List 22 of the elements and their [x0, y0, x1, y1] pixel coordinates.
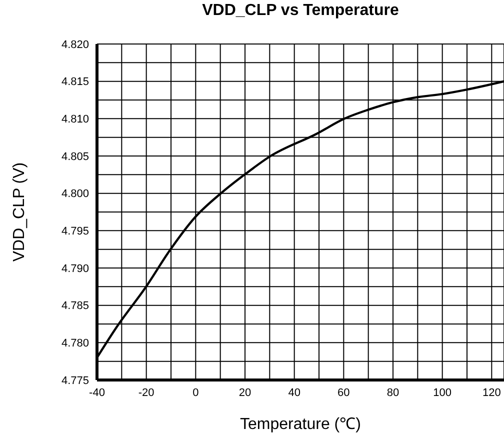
- y-tick-label: 4.810: [61, 114, 89, 126]
- x-tick-label: -20: [138, 386, 154, 399]
- y-tick-label: 4.775: [61, 374, 89, 387]
- y-tick-label: 4.815: [61, 76, 89, 88]
- x-axis-title: Temperature (℃): [239, 415, 362, 434]
- chart-title: VDD_CLP vs Temperature: [201, 2, 400, 20]
- y-tick-label: 4.785: [61, 300, 89, 312]
- y-tick-label: 4.795: [61, 226, 89, 238]
- y-tick-label: 4.790: [61, 262, 89, 275]
- x-tick-label: 120: [482, 386, 501, 399]
- x-tick-label: 100: [433, 386, 452, 399]
- x-tick-label: 0: [192, 386, 199, 399]
- y-axis-title: VDD_CLP (V): [11, 162, 29, 262]
- y-tick-label: 4.780: [61, 338, 89, 350]
- x-tick-label: -40: [89, 386, 105, 399]
- y-tick-label: 4.820: [61, 38, 89, 51]
- x-tick-label: 80: [386, 386, 400, 399]
- x-tick-label: 60: [338, 386, 350, 399]
- y-tick-label: 4.800: [61, 188, 89, 200]
- x-tick-label: 20: [238, 386, 252, 399]
- y-tick-label: 4.805: [61, 150, 89, 163]
- x-tick-label: 40: [288, 386, 300, 399]
